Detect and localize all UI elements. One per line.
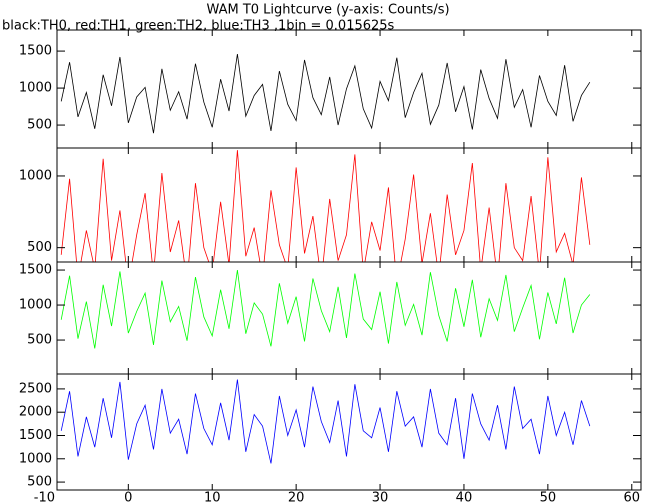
data-line	[60, 150, 591, 262]
y-tick-label: 1500	[19, 428, 52, 443]
x-tick-label: 20	[288, 491, 305, 504]
y-tick-label: 500	[27, 333, 52, 348]
x-tick-label: 0	[124, 491, 132, 504]
y-tick-label: 500	[27, 118, 52, 133]
data-line	[60, 53, 591, 134]
plot-area	[60, 53, 591, 134]
y-tick-label: 1500	[19, 263, 52, 278]
y-tick-label: 2000	[19, 405, 52, 420]
y-tick-label: 1000	[19, 451, 52, 466]
y-tick-label: 500	[27, 475, 52, 490]
x-tick-label: 40	[456, 491, 473, 504]
data-line	[60, 269, 591, 349]
x-tick-label: 30	[372, 491, 389, 504]
plot-area	[60, 269, 591, 349]
panel-frame	[56, 29, 642, 149]
y-tick-label: 1500	[19, 44, 52, 59]
plot-area	[60, 379, 591, 464]
y-tick-label: 500	[27, 240, 52, 255]
y-tick-label: 1000	[19, 168, 52, 183]
panel-frame	[56, 147, 642, 263]
y-tick-label: 1000	[19, 298, 52, 313]
chart-title: WAM T0 Lightcurve (y-axis: Counts/s)	[206, 3, 449, 18]
data-line	[60, 379, 591, 464]
x-tick-label: 50	[540, 491, 557, 504]
y-tick-label: 1000	[19, 81, 52, 96]
x-tick-label: 60	[623, 491, 640, 504]
x-tick-label: -10	[34, 491, 55, 504]
x-tick-label: 10	[204, 491, 221, 504]
chart-subtitle: black:TH0, red:TH1, green:TH2, blue:TH3 …	[2, 19, 395, 34]
panel-frame	[56, 373, 642, 491]
plot-area	[60, 150, 591, 262]
y-tick-label: 2500	[19, 381, 52, 396]
